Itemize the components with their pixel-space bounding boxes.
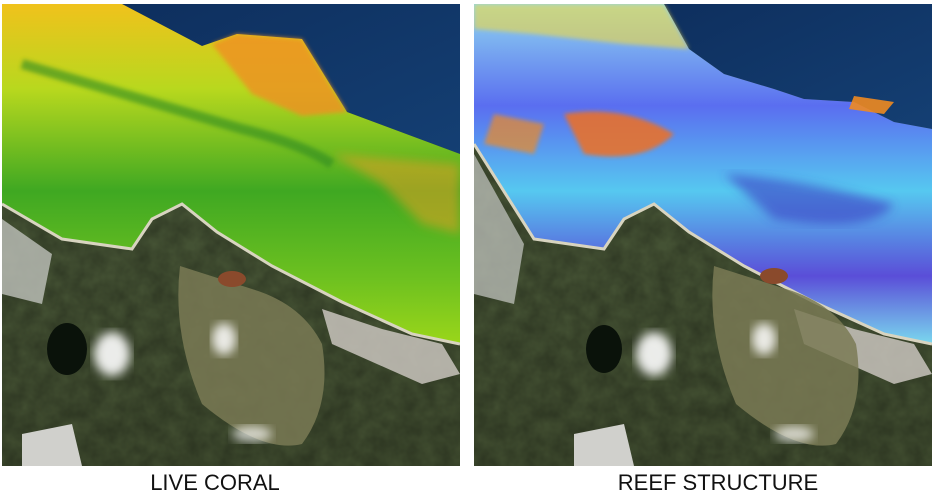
reef-structure-map	[474, 4, 932, 466]
live-coral-map	[2, 4, 460, 466]
caption: REEF STRUCTURE	[618, 470, 818, 495]
caption: LIVE CORAL	[150, 470, 280, 495]
